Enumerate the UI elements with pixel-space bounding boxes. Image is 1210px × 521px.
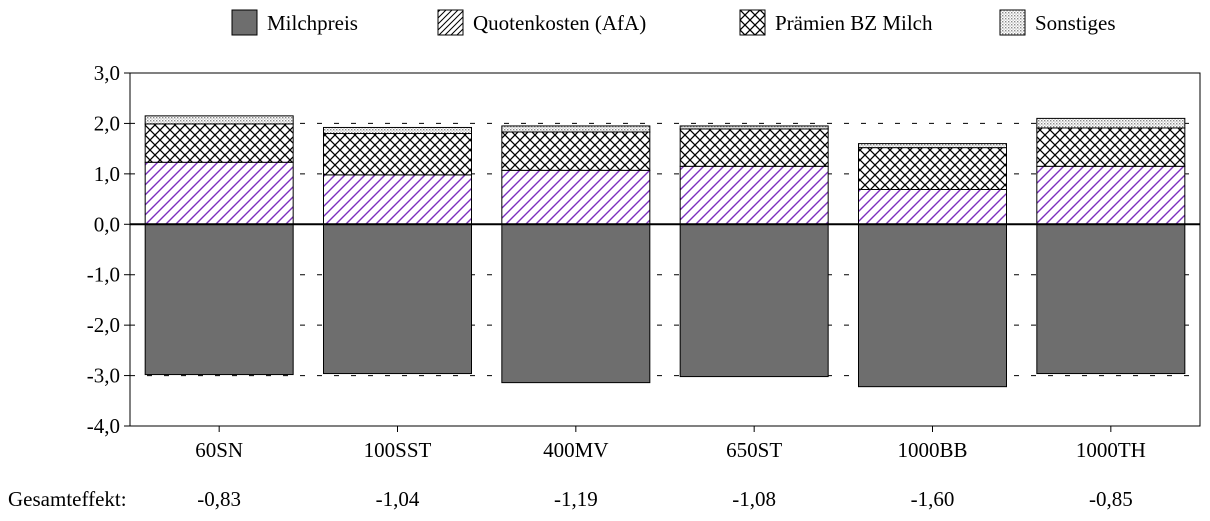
bar-segment-1000BB-0 [858, 223, 1007, 388]
y-tick-label: -1,0 [87, 263, 120, 287]
gesamteffekt-value: -1,60 [911, 487, 955, 511]
gesamteffekt-value: -1,19 [554, 487, 598, 511]
axes [124, 72, 1201, 432]
plot-frame [129, 72, 1201, 427]
y-tick-label: -4,0 [87, 414, 120, 438]
bar-segment-1000TH-2 [1036, 127, 1186, 167]
bar-segment-650ST-1 [679, 165, 829, 225]
gesamteffekt-value: -1,04 [376, 487, 420, 511]
y-tick-label: 1,0 [94, 162, 120, 186]
bar-segment-100SST-3 [323, 126, 472, 135]
bar-segment-400MV-2 [501, 131, 651, 171]
y-tick-label: 2,0 [94, 111, 120, 135]
labels: 3,0 2,0 1,0 0,0 -1,0 -2,0 -3,0 -4,0 60SN 100SST 40… [8, 61, 1146, 511]
legend: Milchpreis Quotenkosten (AfA) Prämien BZ M… [231, 9, 1116, 36]
bar-segment-650ST-0 [679, 223, 829, 378]
bar-segment-400MV-0 [501, 223, 651, 384]
bar-segment-60SN-0 [144, 223, 294, 376]
bars [144, 115, 1186, 388]
gesamteffekt-value: -0,85 [1089, 487, 1133, 511]
bar-segment-1000BB-3 [858, 143, 1007, 149]
legend-label-1: Quotenkosten (AfA) [473, 11, 646, 35]
legend-label-0: Milchpreis [267, 11, 358, 35]
y-tick-label: 0,0 [94, 212, 120, 236]
x-tick-label: 1000BB [897, 438, 967, 462]
x-tick-label: 100SST [364, 438, 432, 462]
bar-segment-650ST-3 [679, 125, 829, 130]
bar-segment-1000TH-0 [1036, 223, 1186, 375]
legend-label-3: Sonstiges [1035, 11, 1116, 35]
legend-swatch-1 [437, 9, 464, 36]
x-tick-label: 60SN [195, 438, 243, 462]
legend-swatch-3 [999, 9, 1026, 36]
bar-segment-400MV-3 [501, 125, 651, 133]
x-tick-label: 650ST [726, 438, 782, 462]
bar-segment-1000TH-1 [1036, 165, 1186, 225]
legend-swatch-2 [739, 9, 766, 36]
bar-segment-60SN-2 [144, 123, 294, 163]
bar-segment-400MV-1 [501, 169, 651, 225]
x-tick-label: 400MV [543, 438, 608, 462]
gesamteffekt-value: -0,83 [197, 487, 241, 511]
legend-label-2: Prämien BZ Milch [775, 11, 933, 35]
bar-segment-100SST-1 [323, 174, 472, 225]
bar-segment-60SN-3 [144, 115, 294, 125]
bar-segment-1000BB-2 [858, 147, 1007, 190]
legend-swatch-0 [231, 9, 258, 36]
y-tick-label: -3,0 [87, 364, 120, 388]
bar-segment-650ST-2 [679, 128, 829, 167]
bar-segment-100SST-0 [323, 223, 472, 375]
bar-segment-1000TH-3 [1036, 117, 1186, 129]
gesamteffekt-value: -1,08 [732, 487, 776, 511]
bar-segment-1000BB-1 [858, 188, 1007, 225]
gesamteffekt-label: Gesamteffekt: [8, 487, 127, 511]
y-tick-label: 3,0 [94, 61, 120, 85]
bar-segment-100SST-2 [323, 133, 472, 176]
x-tick-label: 1000TH [1076, 438, 1146, 462]
bar-segment-60SN-1 [144, 161, 294, 225]
y-tick-label: -2,0 [87, 313, 120, 337]
